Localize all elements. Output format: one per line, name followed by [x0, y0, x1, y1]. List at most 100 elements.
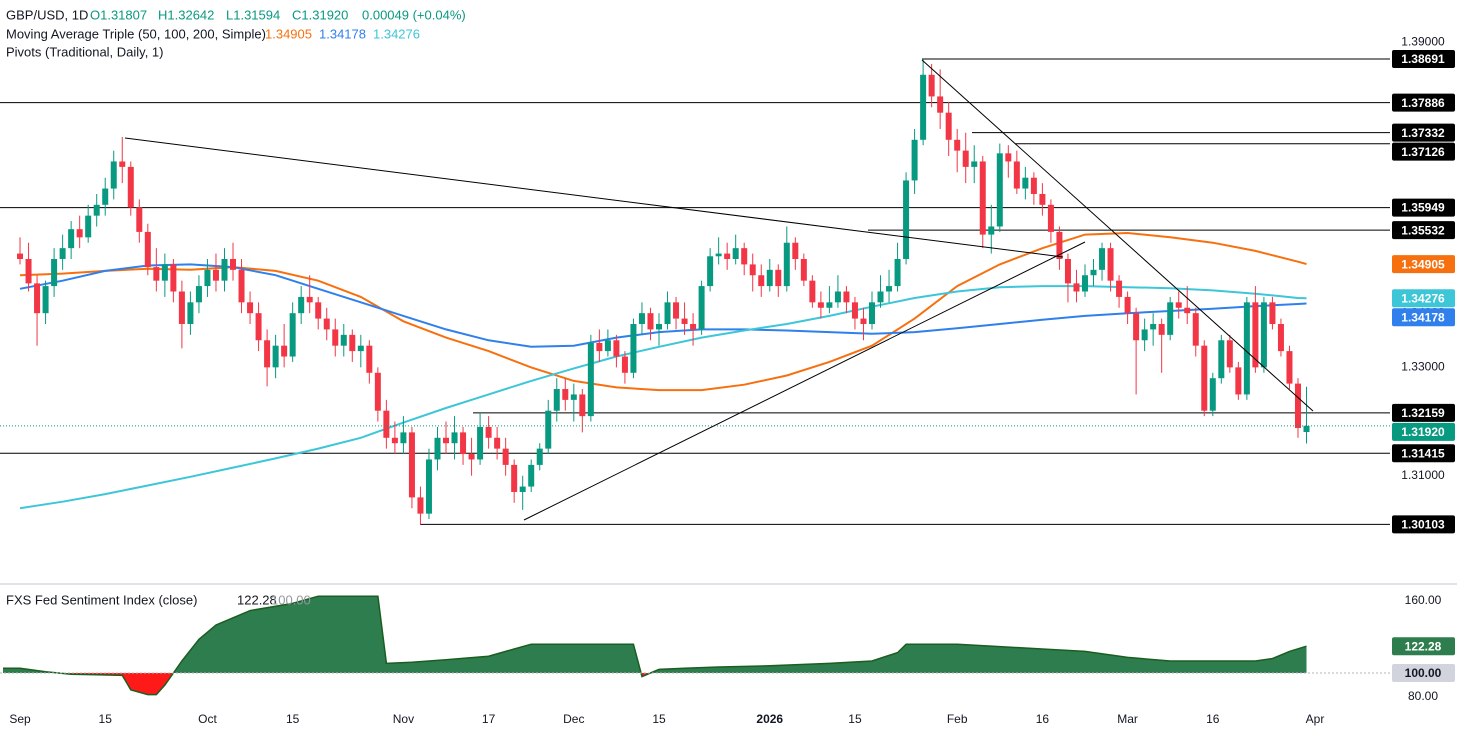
candle-body: [562, 389, 569, 400]
candle-body: [1269, 302, 1276, 325]
sentiment-legend-value: 122.28: [237, 592, 277, 607]
candle-body: [144, 231, 151, 268]
candle-body: [468, 454, 475, 460]
candle-body: [289, 313, 296, 357]
price-label-box: [1392, 198, 1455, 217]
plot: [0, 58, 1390, 696]
ma-title: Moving Average Triple (50, 100, 200, Sim…: [6, 26, 266, 41]
candle-body: [1081, 275, 1088, 292]
x-tick-label: 17: [482, 712, 496, 726]
candle-body: [783, 242, 790, 287]
candle-body: [460, 432, 467, 455]
candle-body: [638, 313, 645, 325]
candle-body: [579, 394, 586, 417]
candle-body: [408, 432, 415, 498]
x-tick-label: Dec: [563, 712, 584, 726]
x-tick-label: 15: [652, 712, 666, 726]
candle-body: [1277, 324, 1284, 352]
candle-body: [383, 410, 390, 438]
candle-body: [715, 253, 722, 257]
price-label-box: [1392, 515, 1455, 534]
candle-body: [1192, 313, 1199, 346]
price-label: 1.37886: [1401, 96, 1445, 110]
candle-body: [59, 248, 66, 259]
price-label-box: [1392, 663, 1455, 682]
candle-body: [886, 286, 893, 292]
candle-body: [340, 334, 347, 346]
candle-body: [42, 286, 49, 314]
candle-body: [417, 497, 424, 514]
candle-body: [1286, 351, 1293, 384]
y-tick-label: 1.33000: [1401, 360, 1445, 374]
candle-body: [1150, 324, 1157, 330]
candle-body: [834, 291, 841, 303]
price-label: 1.31920: [1401, 425, 1445, 439]
y-tick-label: 1.39000: [1401, 34, 1445, 48]
candle-body: [1064, 258, 1071, 284]
candle-body: [1243, 302, 1250, 395]
price-label: 1.37332: [1401, 126, 1445, 140]
candle-body: [85, 215, 92, 238]
price-label: 1.38691: [1401, 52, 1445, 66]
candle-body: [1090, 269, 1097, 276]
candle-body: [443, 437, 450, 444]
ohlc-close: C1.31920: [292, 7, 348, 22]
candle-body: [1005, 153, 1012, 162]
candle-body: [221, 258, 228, 281]
candle-body: [161, 264, 168, 281]
candle-body: [136, 207, 143, 232]
candle-body: [230, 258, 237, 270]
price-label: 1.31415: [1401, 446, 1445, 460]
candle-body: [1039, 193, 1046, 205]
price-label-box: [1392, 637, 1455, 656]
candle-body: [996, 153, 1003, 227]
x-tick-label: 16: [1036, 712, 1050, 726]
candle-body: [400, 432, 407, 444]
x-tick-label: 16: [1206, 712, 1220, 726]
candle-body: [724, 253, 731, 259]
candle-body: [93, 204, 100, 216]
ohlc-high: H1.32642: [158, 7, 214, 22]
candle-body: [255, 313, 262, 341]
candle-body: [553, 389, 560, 411]
candle-body: [741, 248, 748, 265]
candle-body: [1218, 340, 1225, 379]
candle-body: [673, 302, 680, 319]
candle-body: [281, 345, 288, 357]
candle-body: [494, 437, 501, 449]
price-label: 1.37126: [1401, 145, 1445, 159]
candle-body: [894, 258, 901, 287]
candle-body: [1047, 204, 1054, 232]
candle-body: [860, 318, 867, 325]
candle-body: [570, 394, 577, 400]
candle-body: [1209, 378, 1216, 411]
candle-body: [656, 324, 663, 330]
price-label-box: [1392, 93, 1455, 112]
x-tick-label: Sep: [9, 712, 31, 726]
candle-body: [212, 269, 219, 281]
area-line: [3, 595, 1307, 696]
candle-body: [391, 437, 398, 444]
candle-body: [34, 283, 41, 314]
pivots-title: Pivots (Traditional, Daily, 1): [6, 44, 164, 59]
candle-body: [630, 324, 637, 373]
candle-body: [1201, 345, 1208, 411]
candle-body: [1303, 425, 1310, 432]
candle-body: [920, 74, 927, 140]
candle-body: [707, 256, 714, 287]
ma-legend-value: 1.34905: [265, 26, 312, 41]
candle-body: [1235, 367, 1242, 395]
price-label: 1.34276: [1401, 291, 1445, 305]
candle-body: [1184, 307, 1191, 314]
candle-body: [1252, 302, 1259, 368]
x-tick-label: 2026: [756, 712, 783, 726]
candle-body: [1141, 329, 1148, 341]
candle-body: [545, 410, 552, 449]
candle-body: [119, 161, 126, 167]
y-tick-label: 160.00: [1405, 593, 1442, 607]
candle-body: [187, 302, 194, 325]
y-tick-label: 1.31000: [1401, 468, 1445, 482]
candle-body: [323, 318, 330, 330]
